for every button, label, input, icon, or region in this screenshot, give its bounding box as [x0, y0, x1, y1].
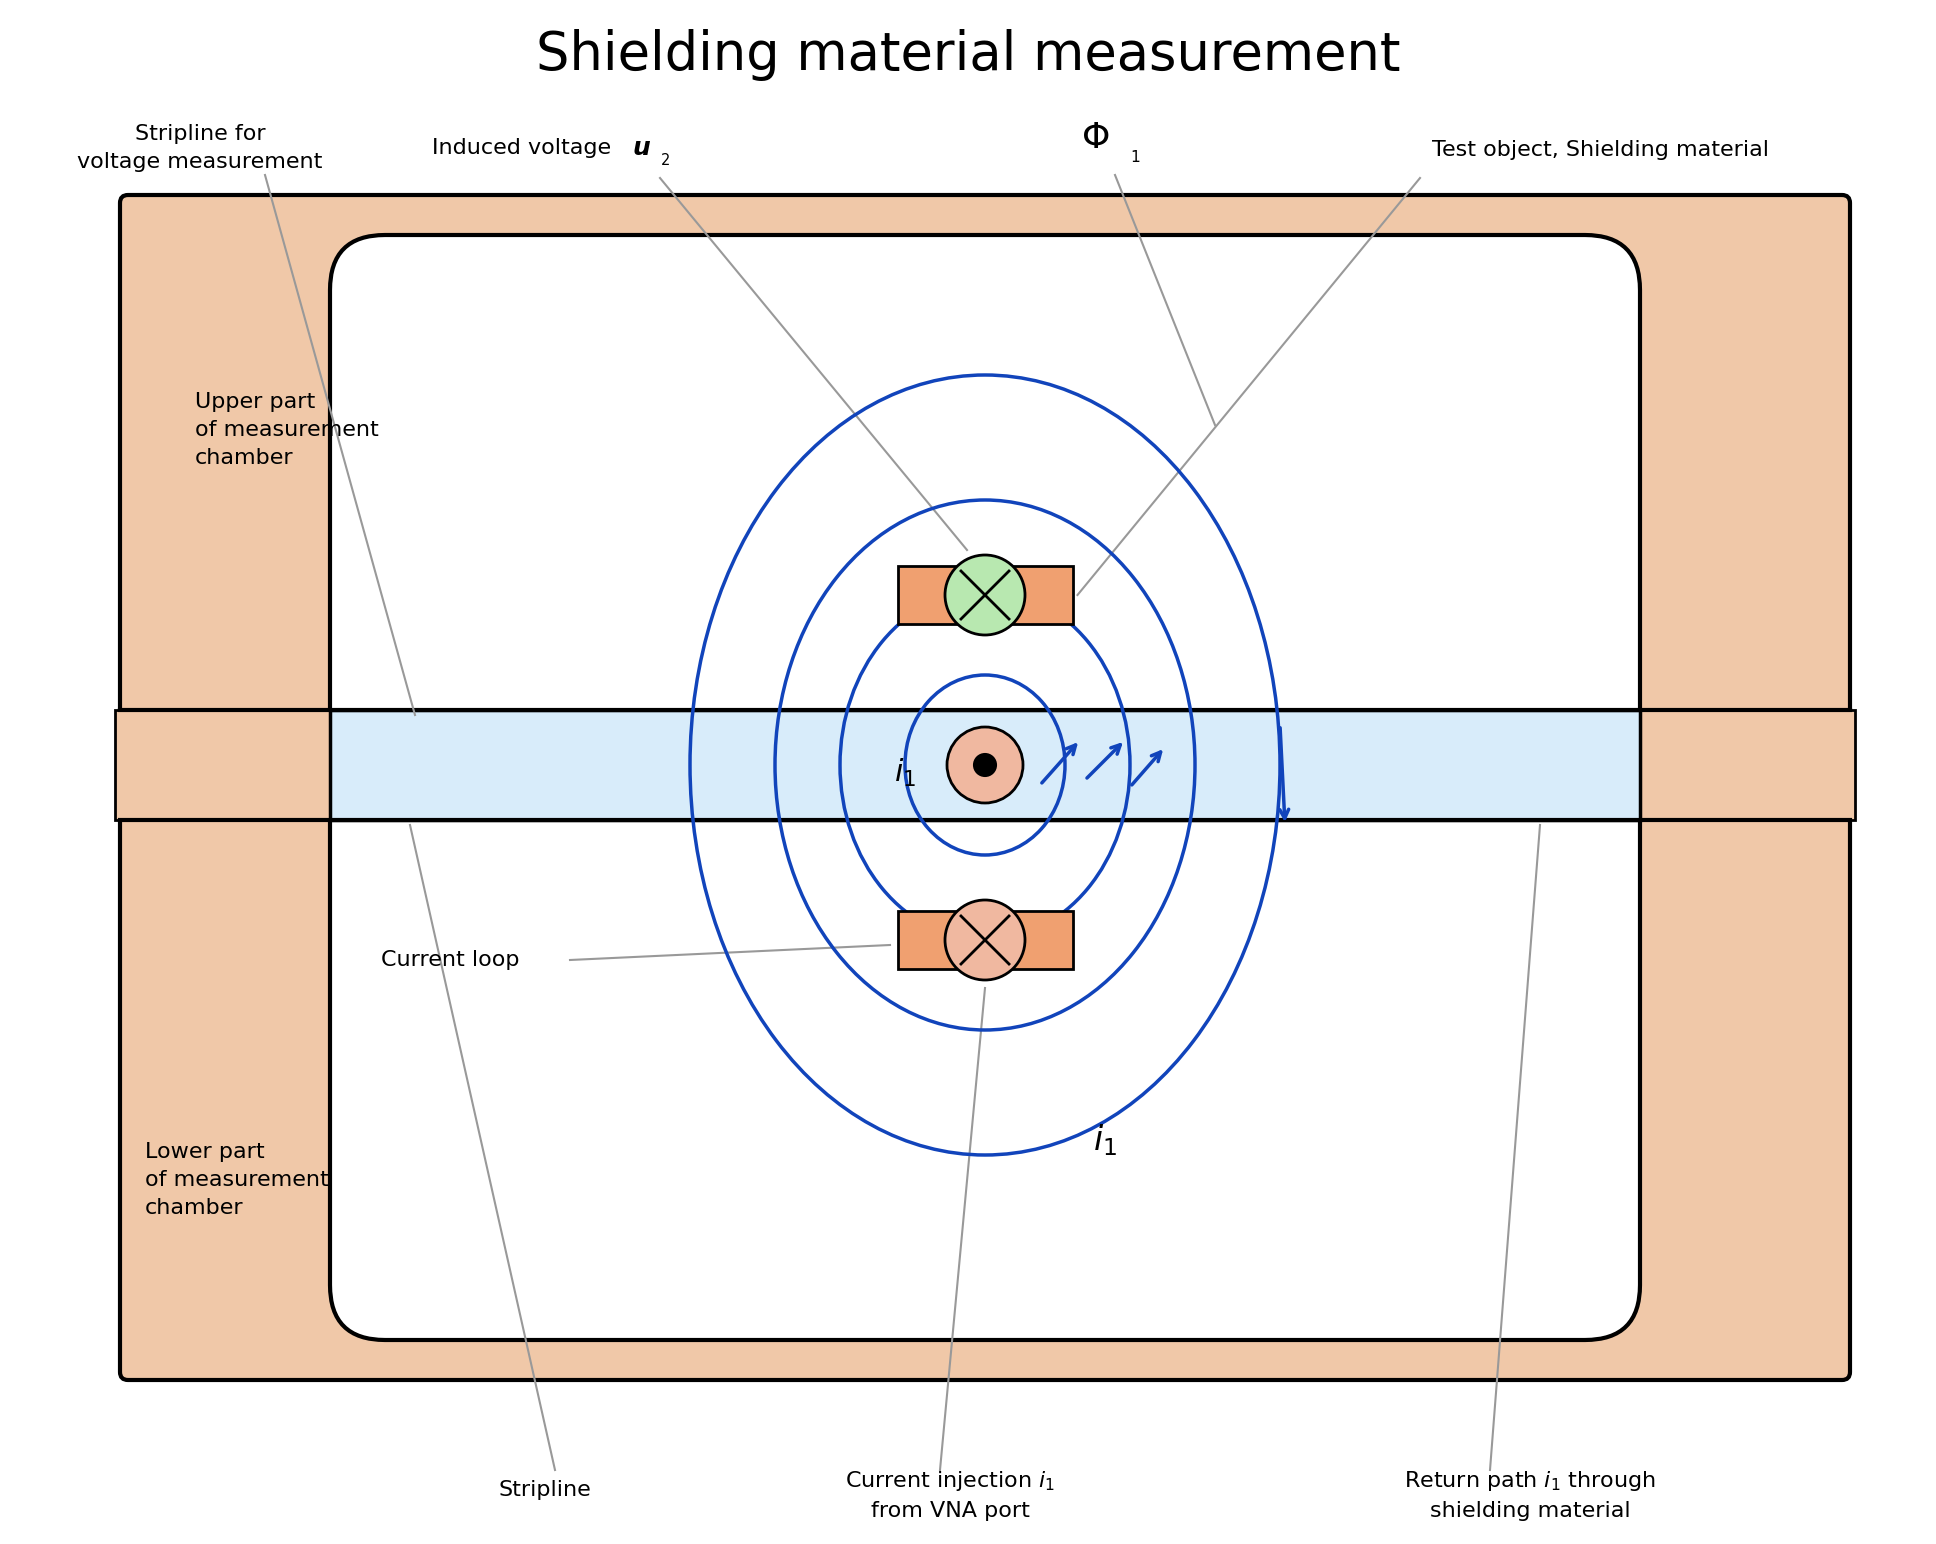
Circle shape	[947, 727, 1022, 803]
FancyBboxPatch shape	[120, 195, 1851, 1380]
FancyBboxPatch shape	[329, 235, 1640, 1340]
Text: $\Phi$: $\Phi$	[1080, 120, 1109, 154]
Text: Shielding material measurement: Shielding material measurement	[536, 29, 1400, 80]
Text: Upper part
of measurement
chamber: Upper part of measurement chamber	[196, 392, 379, 468]
Text: Current injection $i_1$
from VNA port: Current injection $i_1$ from VNA port	[844, 1468, 1055, 1521]
Bar	[1640, 710, 1855, 820]
Circle shape	[974, 753, 995, 777]
Text: Current loop: Current loop	[381, 950, 519, 970]
Text: Stripline: Stripline	[499, 1481, 590, 1501]
Circle shape	[945, 900, 1024, 980]
Text: $\boldsymbol{u}$: $\boldsymbol{u}$	[631, 136, 650, 161]
Text: Test object, Shielding material: Test object, Shielding material	[1431, 141, 1768, 161]
Text: Lower part
of measurement
chamber: Lower part of measurement chamber	[145, 1143, 329, 1218]
Text: Stripline for
voltage measurement: Stripline for voltage measurement	[77, 124, 323, 171]
Circle shape	[945, 554, 1024, 635]
Text: $_2$: $_2$	[660, 148, 670, 168]
Bar	[329, 710, 1640, 820]
Text: $i_1$: $i_1$	[894, 757, 916, 789]
Bar	[898, 567, 1073, 624]
Text: $_1$: $_1$	[1131, 145, 1140, 165]
Text: Return path $i_1$ through
shielding material: Return path $i_1$ through shielding mate…	[1404, 1468, 1655, 1521]
Bar	[898, 911, 1073, 970]
Text: Induced voltage: Induced voltage	[432, 137, 618, 157]
Bar	[114, 710, 329, 820]
Text: $i_1$: $i_1$	[1094, 1122, 1117, 1158]
